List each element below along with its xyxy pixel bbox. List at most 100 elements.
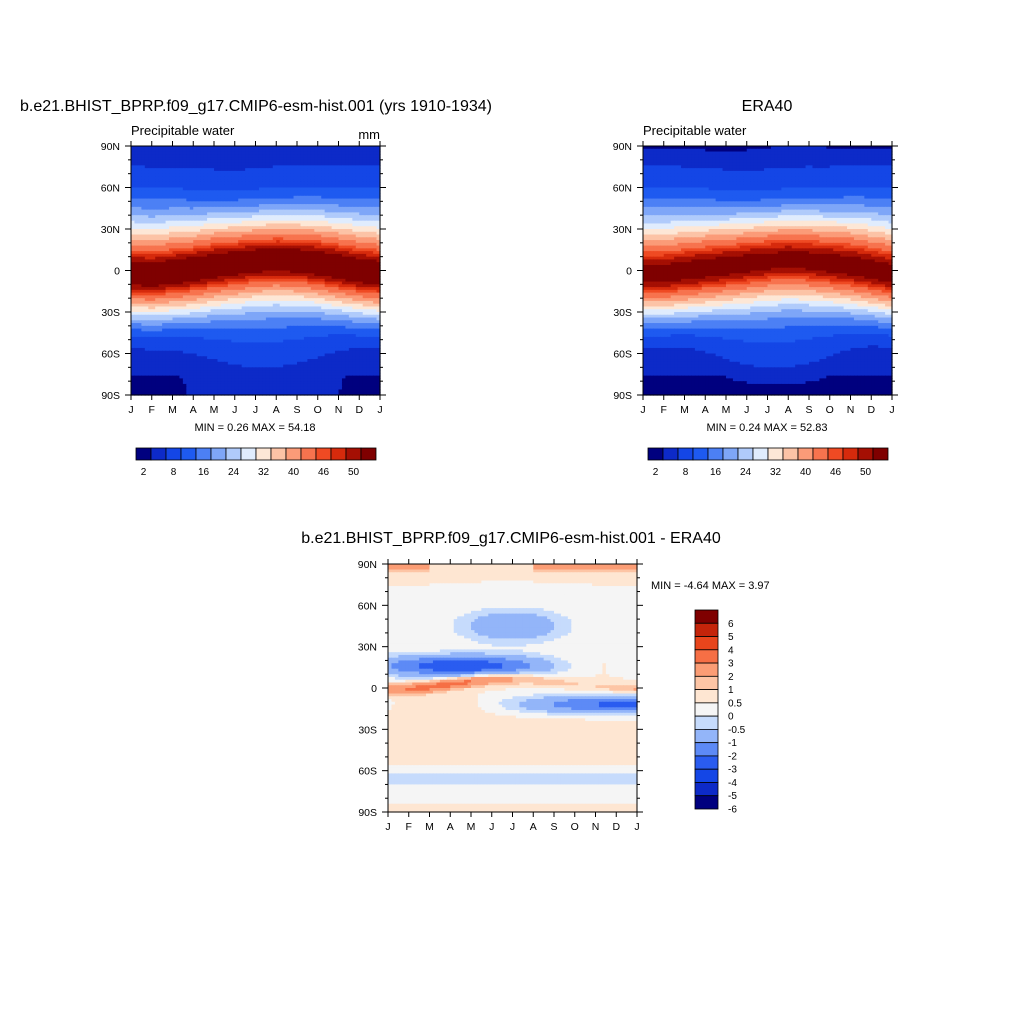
heatmap-cell: [158, 303, 163, 308]
heatmap-cell: [297, 151, 302, 155]
heatmap-cell: [186, 195, 191, 200]
heatmap-cell: [317, 209, 322, 213]
heatmap-cell: [335, 204, 340, 208]
heatmap-cell: [248, 320, 253, 324]
heatmap-cell: [338, 289, 343, 294]
heatmap-cell: [269, 173, 274, 178]
heatmap-cell: [359, 309, 364, 313]
heatmap-cell: [179, 217, 184, 222]
heatmap-cell: [220, 253, 225, 258]
heatmap-cell: [148, 231, 153, 236]
heatmap-cell: [341, 262, 347, 266]
heatmap-cell: [352, 287, 357, 291]
heatmap-cell: [134, 151, 139, 155]
heatmap-cell: [207, 276, 212, 280]
heatmap-cell: [245, 151, 250, 155]
heatmap-cell: [373, 173, 378, 178]
heatmap-cell: [352, 256, 357, 261]
heatmap-cell: [321, 320, 326, 324]
heatmap-cell: [151, 215, 156, 219]
heatmap-cell: [196, 298, 201, 302]
heatmap-cell: [220, 173, 225, 178]
heatmap-cell: [148, 234, 153, 238]
heatmap-cell: [134, 292, 139, 296]
heatmap-cell: [172, 151, 177, 155]
heatmap-cell: [179, 148, 184, 153]
heatmap-cell: [297, 184, 302, 189]
heatmap-cell: [265, 206, 270, 211]
heatmap-cell: [303, 179, 308, 183]
heatmap-cell: [182, 215, 187, 219]
heatmap-cell: [376, 176, 381, 180]
heatmap-cell: [373, 262, 378, 266]
heatmap-cell: [341, 325, 347, 330]
heatmap-cell: [307, 231, 312, 236]
heatmap-cell: [217, 151, 222, 155]
heatmap-cell: [300, 287, 305, 291]
heatmap-cell: [238, 154, 243, 158]
heatmap-cell: [151, 300, 156, 305]
heatmap-cell: [134, 231, 139, 236]
heatmap-cell: [362, 237, 367, 241]
heatmap-cell: [303, 159, 308, 164]
heatmap-cell: [200, 251, 205, 255]
heatmap-cell: [290, 187, 295, 191]
heatmap-cell: [158, 287, 163, 291]
heatmap-cell: [162, 187, 167, 191]
heatmap-cell: [283, 278, 288, 283]
heatmap-cell: [238, 262, 243, 266]
heatmap-cell: [279, 323, 284, 327]
heatmap-cell: [293, 170, 298, 175]
heatmap-cell: [200, 146, 205, 150]
heatmap-cell: [224, 278, 229, 283]
heatmap-cell: [186, 201, 191, 205]
heatmap-cell: [324, 181, 329, 186]
heatmap-cell: [148, 159, 153, 164]
heatmap-cell: [234, 317, 239, 321]
heatmap-cell: [258, 206, 264, 211]
heatmap-cell: [131, 173, 136, 178]
heatmap-cell: [348, 165, 353, 169]
heatmap-cell: [366, 206, 371, 211]
heatmap-cell: [297, 303, 302, 308]
heatmap-cell: [252, 273, 257, 277]
heatmap-cell: [175, 292, 181, 296]
heatmap-cell: [345, 270, 350, 274]
heatmap-cell: [324, 287, 329, 291]
heatmap-cell: [169, 306, 174, 310]
heatmap-cell: [269, 201, 274, 205]
heatmap-cell: [262, 298, 267, 302]
heatmap-cell: [307, 259, 312, 263]
heatmap-cell: [293, 204, 298, 208]
heatmap-cell: [279, 151, 284, 155]
heatmap-cell: [369, 312, 374, 316]
heatmap-cell: [272, 165, 277, 169]
heatmap-cell: [155, 251, 160, 255]
heatmap-cell: [172, 170, 177, 175]
heatmap-cell: [162, 165, 167, 169]
heatmap-cell: [279, 146, 284, 150]
heatmap-cell: [141, 253, 146, 258]
heatmap-cell: [151, 270, 156, 274]
heatmap-cell: [158, 298, 163, 302]
heatmap-cell: [169, 237, 174, 241]
heatmap-cell: [203, 267, 208, 272]
heatmap-cell: [286, 209, 291, 213]
heatmap-cell: [286, 264, 291, 269]
heatmap-cell: [255, 320, 260, 324]
heatmap-cell: [345, 159, 350, 164]
heatmap-cell: [290, 201, 295, 205]
heatmap-cell: [262, 181, 267, 186]
heatmap-cell: [286, 237, 291, 241]
heatmap-cell: [269, 181, 274, 186]
heatmap-cell: [297, 170, 302, 175]
heatmap-cell: [279, 242, 284, 247]
heatmap-cell: [217, 300, 222, 305]
heatmap-cell: [314, 226, 319, 230]
heatmap-cell: [175, 295, 181, 299]
heatmap-cell: [245, 264, 250, 269]
heatmap-cell: [355, 276, 360, 280]
heatmap-cell: [338, 292, 343, 296]
heatmap-cell: [355, 312, 360, 316]
heatmap-cell: [321, 195, 326, 200]
